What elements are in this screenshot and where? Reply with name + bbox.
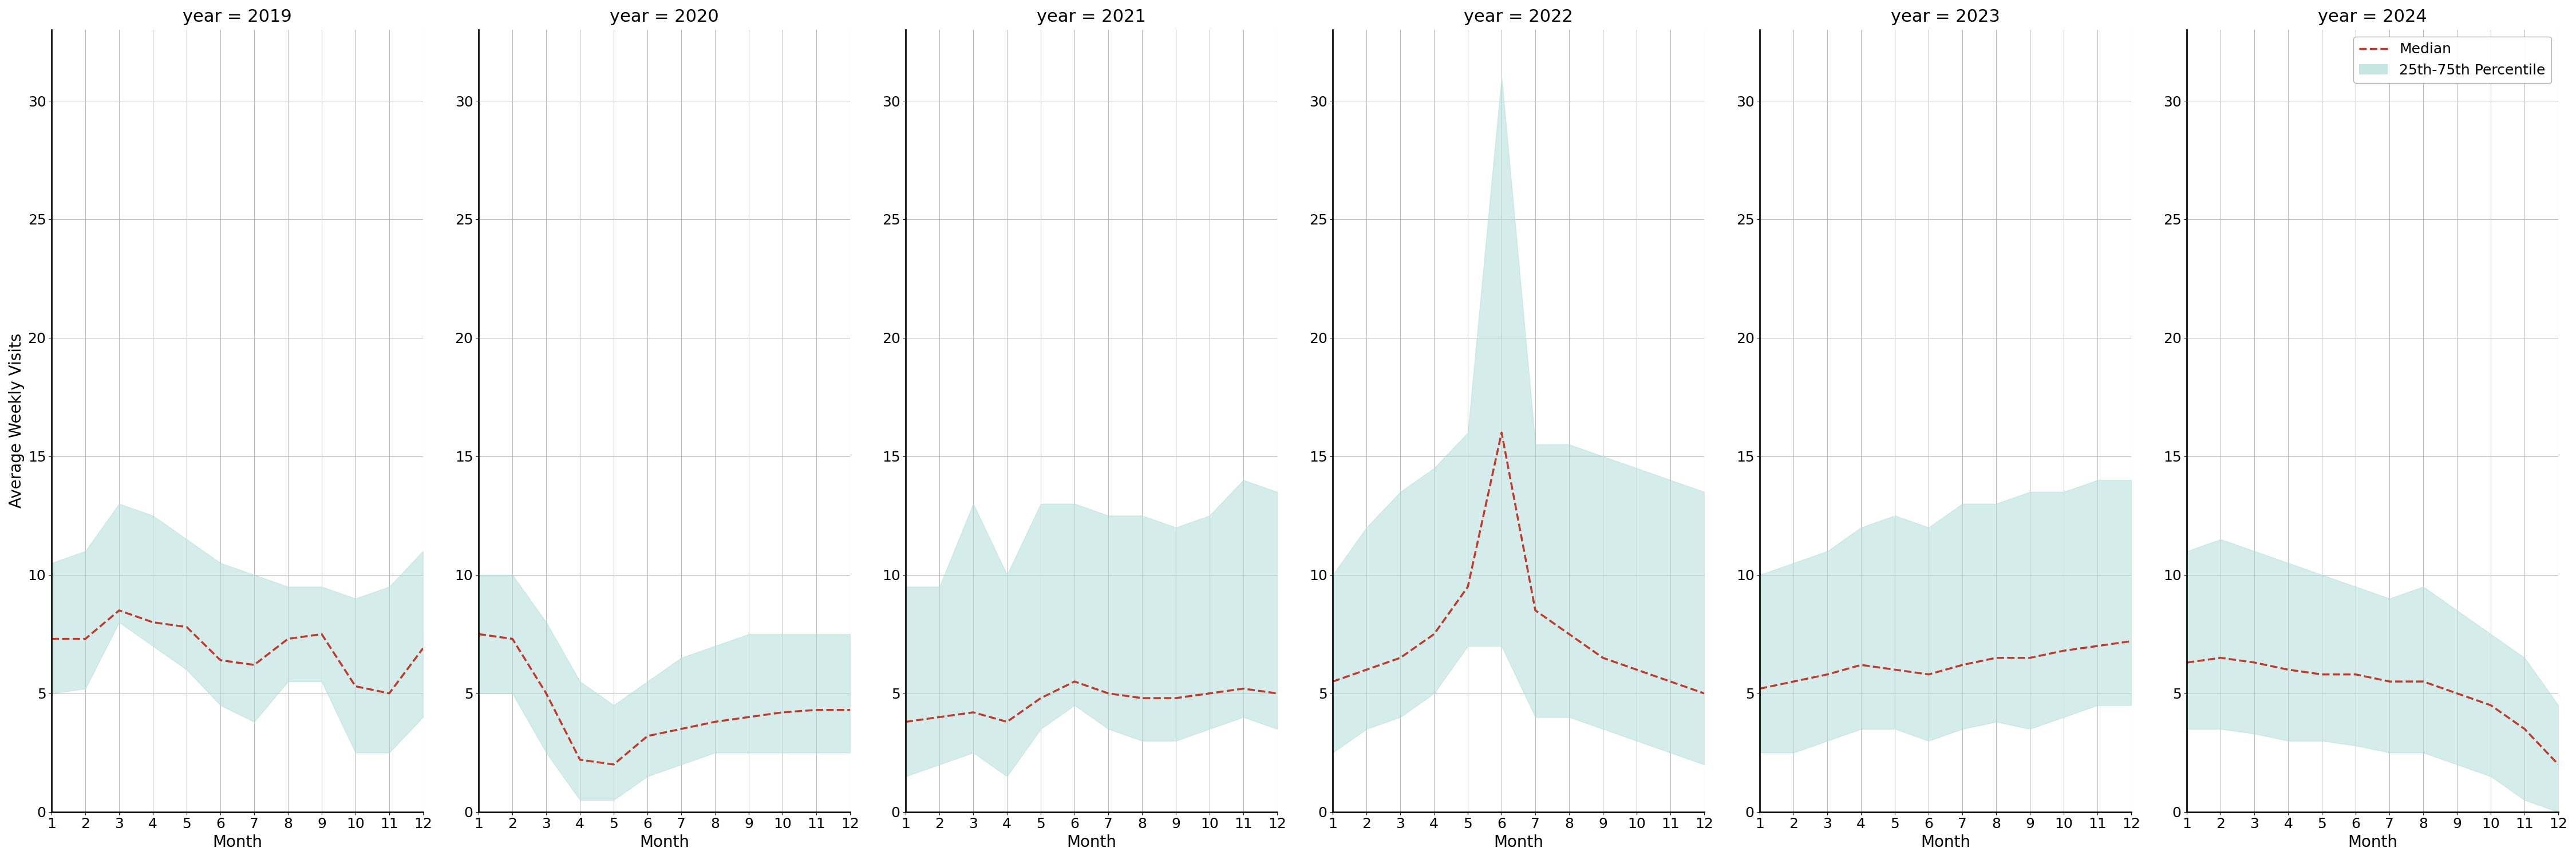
Median: [2081, 641, 2112, 651]
Line: Median: Median: [52, 611, 422, 693]
Line: Median: Median: [1332, 433, 1705, 693]
Line: Median: Median: [1759, 641, 2130, 689]
Median: [1316, 676, 1347, 686]
Median: [2476, 700, 2506, 710]
Median: [1262, 688, 1293, 698]
Median: [2543, 759, 2573, 770]
Median: [2339, 669, 2370, 679]
Median: [374, 688, 404, 698]
Median: [2014, 653, 2045, 663]
X-axis label: Month: Month: [1922, 834, 1971, 850]
Median: [1880, 665, 1911, 675]
X-axis label: Month: Month: [2347, 834, 2398, 850]
Median: [1386, 653, 1417, 663]
Median: [1419, 629, 1450, 639]
Median: [1690, 688, 1721, 698]
Median: [464, 629, 495, 639]
X-axis label: Month: Month: [1494, 834, 1543, 850]
Median: [1914, 669, 1945, 679]
Median: [2272, 665, 2303, 675]
Median: [1553, 629, 1584, 639]
Median: [1744, 684, 1775, 694]
Median: [1025, 693, 1056, 704]
Median: [1059, 676, 1090, 686]
Median: [958, 707, 989, 717]
Median: [2306, 669, 2336, 679]
Median: [1811, 669, 1842, 679]
Median: [2375, 676, 2406, 686]
Median: [1195, 688, 1226, 698]
Median: [992, 716, 1023, 727]
Median: [564, 754, 595, 765]
Median: [2239, 657, 2269, 667]
Median: [1947, 660, 1978, 670]
Line: Median: Median: [479, 634, 850, 765]
Line: Median: Median: [907, 681, 1278, 722]
Median: [497, 634, 528, 644]
Median: [170, 622, 201, 632]
Median: [1453, 582, 1484, 592]
Title: year = 2024: year = 2024: [2318, 9, 2427, 25]
Median: [2048, 646, 2079, 656]
Median: [70, 634, 100, 644]
Median: [137, 617, 167, 627]
Legend: Median, 25th-75th Percentile: Median, 25th-75th Percentile: [2354, 37, 2550, 83]
X-axis label: Month: Month: [639, 834, 690, 850]
Median: [2409, 676, 2439, 686]
Median: [835, 704, 866, 715]
Y-axis label: Average Weekly Visits: Average Weekly Visits: [8, 333, 26, 509]
Median: [531, 688, 562, 698]
Median: [1654, 676, 1685, 686]
Median: [340, 681, 371, 691]
Title: year = 2019: year = 2019: [183, 9, 291, 25]
Title: year = 2022: year = 2022: [1463, 9, 1574, 25]
Median: [1777, 676, 1808, 686]
Median: [768, 707, 799, 717]
Title: year = 2021: year = 2021: [1036, 9, 1146, 25]
Median: [734, 712, 765, 722]
Title: year = 2020: year = 2020: [611, 9, 719, 25]
Median: [407, 643, 438, 654]
Median: [307, 629, 337, 639]
Median: [2442, 688, 2473, 698]
Median: [1092, 688, 1123, 698]
Median: [2172, 657, 2202, 667]
X-axis label: Month: Month: [211, 834, 263, 850]
Median: [1620, 665, 1651, 675]
Median: [1486, 428, 1517, 438]
Median: [598, 759, 629, 770]
Median: [240, 660, 270, 670]
Median: [1587, 653, 1618, 663]
Median: [273, 634, 304, 644]
Median: [1520, 606, 1551, 616]
Median: [665, 724, 696, 734]
Median: [1981, 653, 2012, 663]
Median: [1350, 665, 1381, 675]
Title: year = 2023: year = 2023: [1891, 9, 1999, 25]
Median: [631, 731, 662, 741]
Median: [206, 655, 237, 666]
Median: [1844, 660, 1875, 670]
Median: [2205, 653, 2236, 663]
Median: [36, 634, 67, 644]
Median: [2509, 724, 2540, 734]
Median: [891, 716, 922, 727]
Median: [1126, 693, 1157, 704]
Median: [925, 712, 956, 722]
X-axis label: Month: Month: [1066, 834, 1115, 850]
Median: [2115, 636, 2146, 646]
Median: [103, 606, 134, 616]
Median: [1229, 684, 1260, 694]
Line: Median: Median: [2187, 658, 2558, 765]
Median: [801, 704, 832, 715]
Median: [1159, 693, 1190, 704]
Median: [701, 716, 732, 727]
